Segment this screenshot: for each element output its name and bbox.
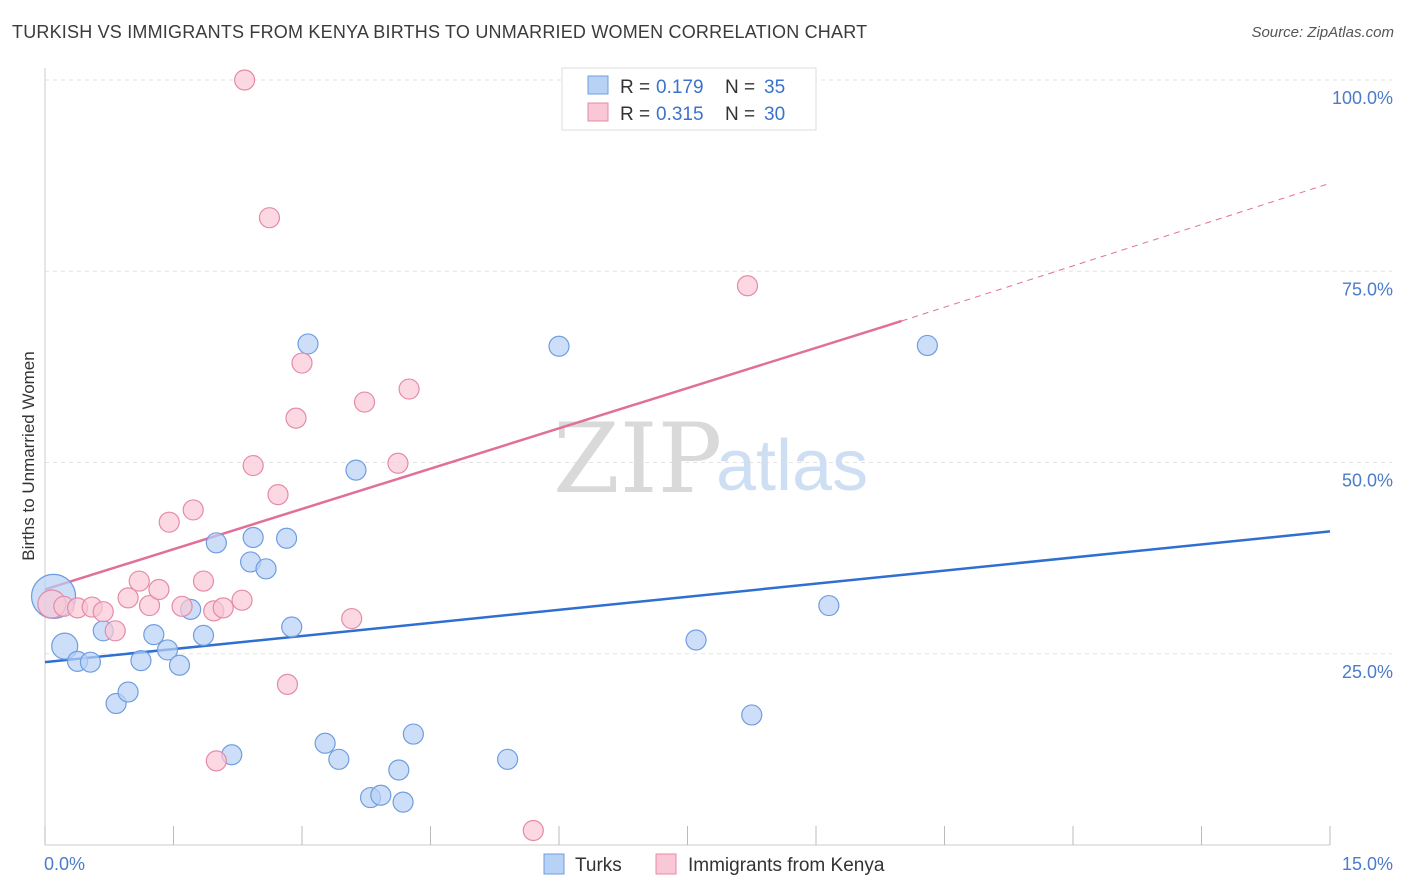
data-point <box>297 333 319 355</box>
data-points <box>30 69 938 842</box>
data-point <box>156 639 179 661</box>
trend-line-extension <box>901 182 1331 322</box>
data-point <box>276 673 299 695</box>
data-point <box>392 791 414 813</box>
data-point <box>168 654 191 676</box>
data-point <box>117 587 139 609</box>
data-point <box>128 570 150 592</box>
legend-n-label: N = <box>725 77 755 98</box>
axes <box>44 68 1331 846</box>
data-point <box>205 532 227 554</box>
legend-n-value: 30 <box>764 104 785 125</box>
legend-n-label: N = <box>725 104 755 125</box>
legend-swatch-turks <box>587 75 609 95</box>
legend-swatch-kenya <box>587 102 609 122</box>
legend-n-value: 35 <box>764 77 785 98</box>
legend-r-value: 0.315 <box>656 104 704 125</box>
trend-lines <box>44 182 1331 664</box>
data-point <box>138 594 161 617</box>
watermark: ZIP atlas <box>553 403 868 515</box>
data-point <box>353 391 376 413</box>
legend-label-kenya: Immigrants from Kenya <box>688 855 885 876</box>
data-point <box>398 378 420 400</box>
data-point <box>370 784 392 806</box>
data-point <box>341 607 363 630</box>
source-label: Source: ZipAtlas.com <box>1251 24 1394 41</box>
data-point <box>285 407 307 429</box>
legend-r-label: R = <box>620 104 650 125</box>
data-point <box>242 526 264 549</box>
data-point <box>192 570 215 592</box>
data-point <box>182 499 204 521</box>
data-point <box>171 595 193 617</box>
legend-swatch-turks <box>543 853 565 875</box>
y-tick-label: 100.0% <box>1332 88 1393 108</box>
watermark-atlas: atlas <box>716 426 868 506</box>
trend-line <box>44 319 903 591</box>
data-point <box>104 620 126 642</box>
legend-r-label: R = <box>620 77 650 98</box>
data-point <box>231 589 253 611</box>
data-point <box>51 632 79 660</box>
data-point <box>143 624 165 646</box>
trend-line <box>44 530 1331 664</box>
data-point <box>497 748 519 770</box>
data-point <box>291 352 313 374</box>
chart-title: TURKISH VS IMMIGRANTS FROM KENYA BIRTHS … <box>12 22 868 42</box>
data-point <box>685 629 707 651</box>
data-point <box>212 597 234 619</box>
watermark-zip: ZIP <box>553 403 722 515</box>
y-tick-label: 50.0% <box>1342 471 1393 491</box>
legend-label-turks: Turks <box>575 855 622 876</box>
data-point <box>736 275 759 297</box>
data-point <box>234 69 256 91</box>
data-point <box>242 454 264 477</box>
x-tick-label: 15.0% <box>1342 854 1393 874</box>
data-point <box>402 723 424 745</box>
data-point <box>192 624 215 646</box>
data-point <box>314 732 336 754</box>
data-point <box>255 558 277 580</box>
y-tick-labels: 100.0% 75.0% 50.0% 25.0% <box>1332 88 1393 682</box>
data-point <box>79 651 102 673</box>
data-point <box>818 594 840 617</box>
y-tick-label: 25.0% <box>1342 662 1393 682</box>
legend-top: R = 0.179 N = 35 R = 0.315 N = 30 <box>561 67 817 131</box>
legend-r-value: 0.179 <box>656 77 704 98</box>
data-point <box>522 819 544 842</box>
y-tick-label: 75.0% <box>1342 279 1393 299</box>
data-point <box>275 527 298 549</box>
data-point <box>92 601 114 623</box>
data-point <box>281 616 303 638</box>
data-point <box>130 650 152 672</box>
data-point <box>741 704 763 726</box>
data-point <box>148 578 170 601</box>
data-point <box>267 484 289 506</box>
data-point <box>328 748 350 770</box>
legend-bottom: Turks Immigrants from Kenya <box>543 853 885 876</box>
data-point <box>258 207 281 229</box>
data-point <box>345 459 367 481</box>
data-point <box>548 335 570 357</box>
y-axis-label: Births to Unmarried Women <box>19 351 38 560</box>
data-point <box>387 452 409 474</box>
data-point <box>388 759 410 781</box>
x-tick-labels: 0.0% 15.0% <box>44 854 1393 874</box>
legend-swatch-kenya <box>655 853 677 875</box>
data-point <box>117 681 139 703</box>
data-point <box>916 334 938 357</box>
data-point <box>158 511 180 533</box>
x-tick-label: 0.0% <box>44 854 85 874</box>
data-point <box>205 750 227 772</box>
